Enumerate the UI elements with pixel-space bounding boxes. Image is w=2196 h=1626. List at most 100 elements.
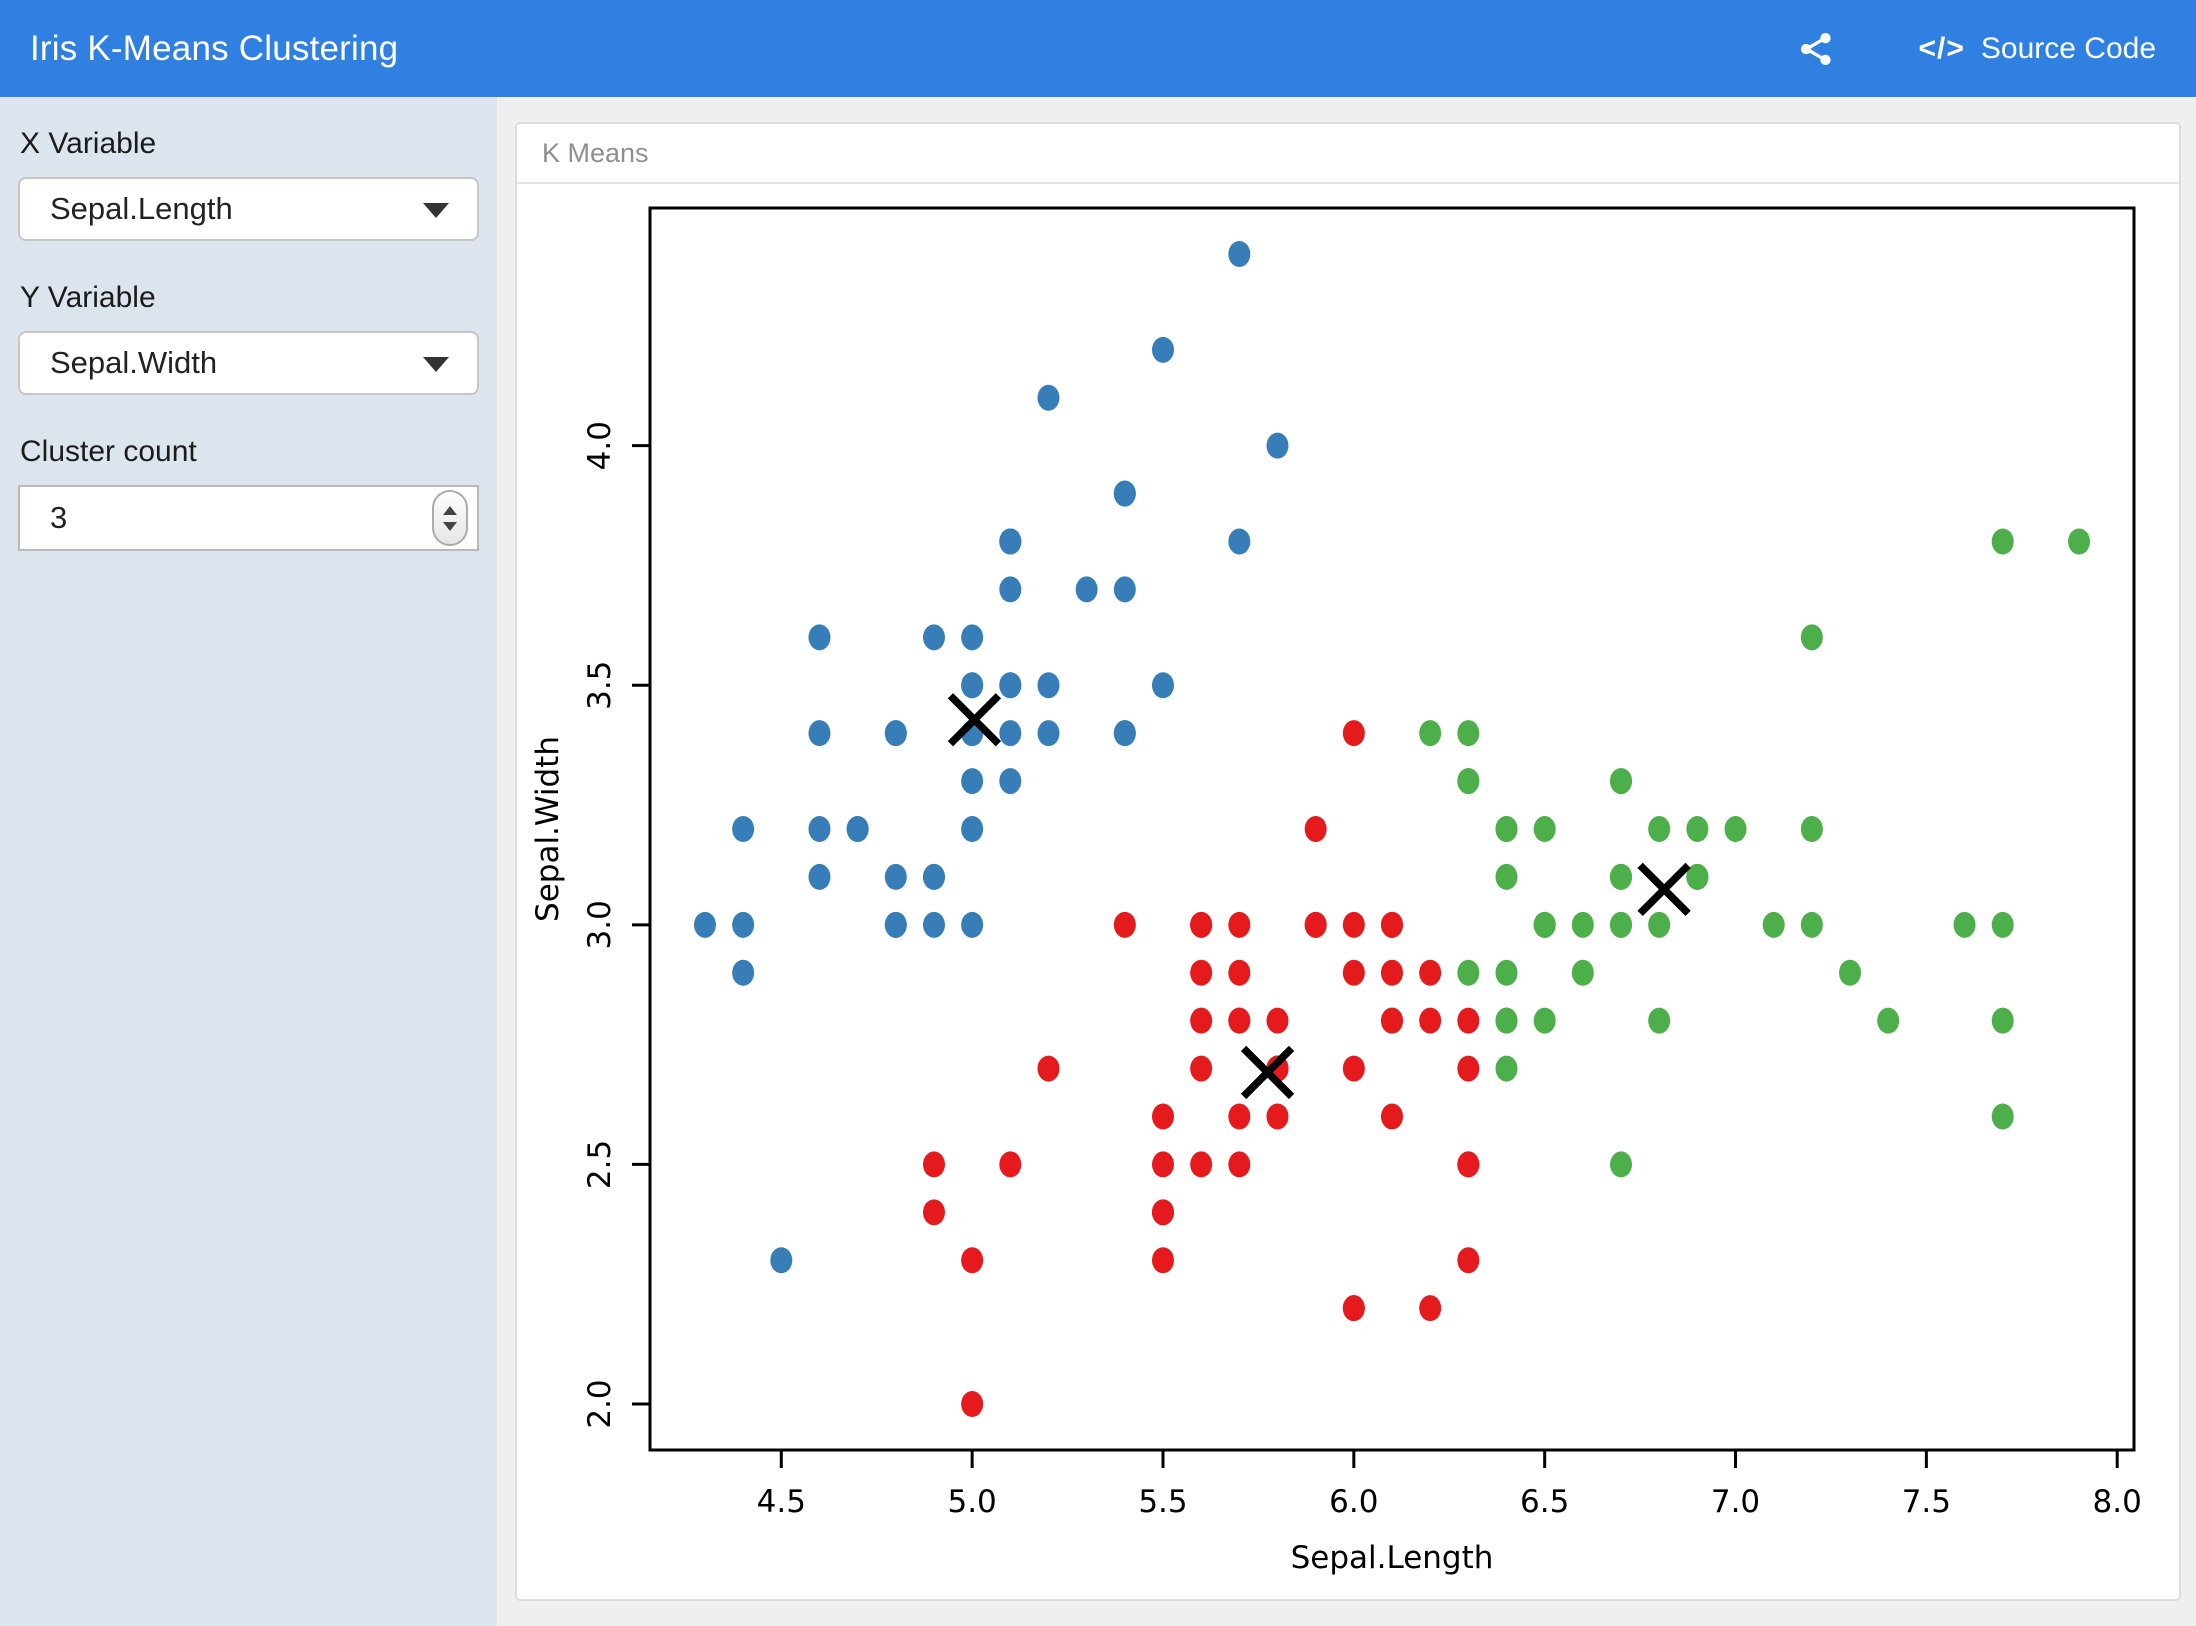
data-point-cluster-2 <box>961 1247 984 1274</box>
data-point-cluster-3 <box>1457 959 1480 986</box>
cluster-center-marker <box>1637 862 1691 917</box>
source-code-label: Source Code <box>1980 31 2156 65</box>
data-point-cluster-2 <box>1342 911 1365 938</box>
data-point-cluster-1 <box>884 911 907 938</box>
y-axis-title: Sepal.Width <box>530 736 566 922</box>
data-point-cluster-3 <box>1648 911 1671 938</box>
data-point-cluster-3 <box>1495 959 1518 986</box>
data-point-cluster-2 <box>961 1391 984 1417</box>
data-point-cluster-2 <box>1419 959 1442 986</box>
data-point-cluster-3 <box>1610 863 1633 890</box>
sidebar: X Variable Sepal.Length Y Variable Sepal… <box>0 97 497 1626</box>
x-axis-title: Sepal.Length <box>1291 1540 1494 1576</box>
code-icon: </> <box>1918 31 1965 65</box>
data-point-cluster-2 <box>1190 911 1213 938</box>
data-point-cluster-1 <box>1228 241 1251 267</box>
y-axis-tick-label: 3.0 <box>582 900 618 949</box>
data-point-cluster-1 <box>1113 720 1136 747</box>
data-point-cluster-1 <box>808 624 831 651</box>
data-point-cluster-2 <box>1151 1151 1174 1178</box>
y-variable-select[interactable]: Sepal.Width <box>18 331 479 395</box>
x-axis-tick-label: 6.0 <box>1329 1484 1378 1520</box>
data-point-cluster-3 <box>1495 863 1518 890</box>
data-point-cluster-1 <box>961 816 984 842</box>
navbar-right: </> Source Code <box>1797 30 2196 68</box>
data-point-cluster-2 <box>1190 1151 1213 1178</box>
data-point-cluster-1 <box>808 816 831 842</box>
stepper-down-icon[interactable] <box>443 521 457 531</box>
cluster-center-marker <box>947 693 1002 747</box>
data-point-cluster-3 <box>1533 911 1556 938</box>
data-point-cluster-3 <box>1457 768 1480 795</box>
data-point-cluster-3 <box>1610 1151 1633 1178</box>
data-point-cluster-1 <box>884 863 907 890</box>
data-point-cluster-1 <box>922 624 945 651</box>
chevron-down-icon <box>423 357 449 372</box>
data-point-cluster-2 <box>1228 1103 1251 1130</box>
data-point-cluster-1 <box>999 720 1022 747</box>
data-point-cluster-1 <box>808 720 831 747</box>
data-point-cluster-1 <box>922 863 945 890</box>
y-axis-tick-label: 3.5 <box>582 661 618 710</box>
data-point-cluster-2 <box>1190 1007 1213 1034</box>
data-point-cluster-1 <box>884 720 907 747</box>
data-point-cluster-2 <box>1381 959 1403 986</box>
x-axis-tick-label: 6.5 <box>1520 1484 1569 1520</box>
data-point-cluster-1 <box>1037 384 1060 411</box>
data-point-cluster-2 <box>1151 1247 1174 1274</box>
data-point-cluster-3 <box>1724 816 1747 842</box>
data-point-cluster-2 <box>1342 720 1365 747</box>
data-point-cluster-1 <box>732 959 755 986</box>
cluster-count-stepper[interactable] <box>432 490 468 546</box>
data-point-cluster-2 <box>922 1199 945 1226</box>
data-point-cluster-2 <box>1113 911 1136 938</box>
navbar: Iris K-Means Clustering </> Source Code <box>0 0 2196 97</box>
data-point-cluster-2 <box>1266 1103 1289 1130</box>
data-point-cluster-3 <box>1800 624 1823 651</box>
data-point-cluster-1 <box>693 911 716 938</box>
data-point-cluster-1 <box>1037 720 1060 747</box>
x-variable-label: X Variable <box>20 127 157 160</box>
data-point-cluster-3 <box>1686 863 1709 890</box>
data-point-cluster-3 <box>1533 1007 1556 1034</box>
cluster-center-marker <box>1240 1045 1295 1100</box>
data-point-cluster-2 <box>1037 1055 1060 1082</box>
data-point-cluster-3 <box>1419 720 1442 747</box>
share-icon[interactable] <box>1797 30 1835 68</box>
stepper-up-icon[interactable] <box>443 505 457 515</box>
data-point-cluster-1 <box>999 768 1022 795</box>
cluster-count-label: Cluster count <box>20 435 197 468</box>
data-point-cluster-2 <box>1304 816 1327 842</box>
data-point-cluster-1 <box>1151 336 1174 363</box>
data-point-cluster-3 <box>1800 816 1823 842</box>
data-point-cluster-2 <box>1304 911 1327 938</box>
data-point-cluster-3 <box>1457 720 1480 747</box>
data-point-cluster-1 <box>922 911 945 938</box>
data-point-cluster-1 <box>961 911 984 938</box>
x-axis-tick-label: 8.0 <box>2093 1484 2142 1520</box>
data-point-cluster-1 <box>732 911 755 938</box>
data-point-cluster-3 <box>2068 528 2091 555</box>
data-point-cluster-2 <box>1381 911 1403 938</box>
data-point-cluster-3 <box>1991 528 2014 555</box>
x-axis-tick-label: 5.0 <box>947 1484 996 1520</box>
data-point-cluster-2 <box>1457 1007 1480 1034</box>
data-point-cluster-1 <box>732 816 755 842</box>
x-variable-select[interactable]: Sepal.Length <box>18 177 479 241</box>
data-point-cluster-3 <box>1991 911 2014 938</box>
data-point-cluster-2 <box>1342 1295 1365 1322</box>
cluster-count-input[interactable] <box>20 499 432 537</box>
data-point-cluster-1 <box>961 768 984 795</box>
data-point-cluster-1 <box>1037 672 1060 699</box>
data-point-cluster-3 <box>1495 816 1518 842</box>
cluster-count-field <box>18 485 479 551</box>
data-point-cluster-1 <box>999 672 1022 699</box>
x-axis-tick-label: 5.5 <box>1138 1484 1187 1520</box>
source-code-link[interactable]: </> Source Code <box>1919 32 2156 66</box>
data-point-cluster-2 <box>1457 1055 1480 1082</box>
data-point-cluster-1 <box>999 576 1022 603</box>
data-point-cluster-2 <box>1228 1151 1251 1178</box>
data-point-cluster-2 <box>1342 959 1365 986</box>
y-variable-value: Sepal.Width <box>50 345 218 380</box>
